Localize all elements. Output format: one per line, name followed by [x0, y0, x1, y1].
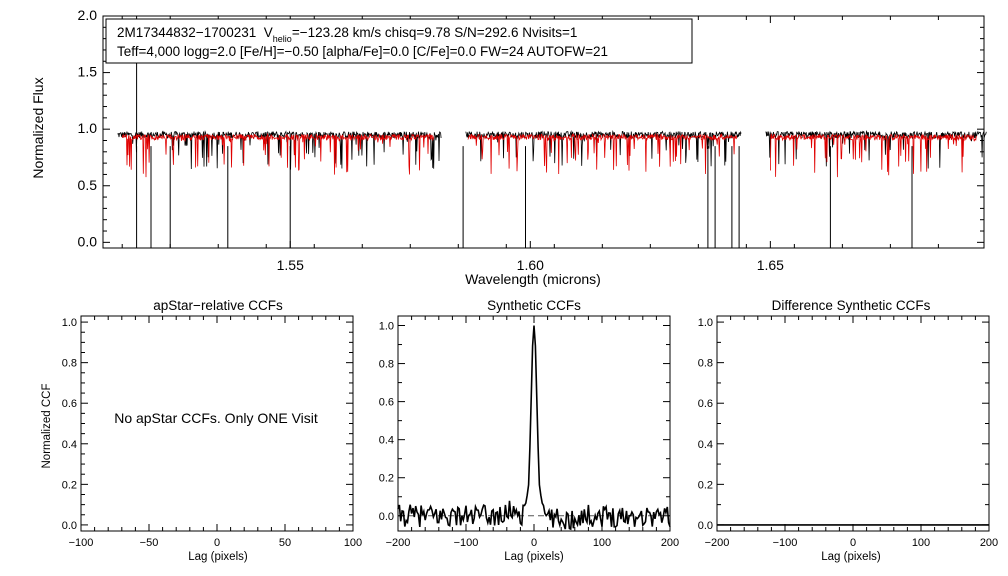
synthetic-plot-frame — [397, 315, 671, 532]
deep-absorption-lines — [136, 16, 913, 248]
annotation-object-name: 2M17344832−1700231 — [117, 25, 256, 40]
spectrum-annotation-box: 2M17344832−1700231 Vhelio=−123.28 km/s c… — [105, 18, 693, 64]
synthetic-ccf-line — [397, 325, 671, 531]
difference-ticks — [716, 316, 990, 531]
synthetic-xtick-label: 100 — [593, 537, 611, 549]
apstar-xtick-label: −100 — [69, 537, 94, 549]
synthetic-ytick-label: 0.0 — [379, 511, 394, 523]
apstar-ytick-label: 0.4 — [62, 439, 77, 451]
difference-xtick-label: −200 — [705, 537, 730, 549]
synthetic-ytick-label: 0.2 — [379, 473, 394, 485]
spectrum-plot-frame — [102, 15, 985, 249]
annotation-vhelio-subscript: helio — [273, 34, 292, 44]
apstar-ytick-label: 1.0 — [62, 317, 77, 329]
apstar-ytick-label: 0.8 — [62, 358, 77, 370]
spectrum-ytick-label: 0.0 — [78, 233, 98, 249]
difference-xtick-label: −100 — [773, 537, 798, 549]
synthetic-ccf-title: Synthetic CCFs — [487, 298, 581, 313]
difference-xlabel: Lag (pixels) — [821, 551, 881, 563]
apstar-ccf-panel: apStar−relative CCFs −100 −50 0 50 100 0… — [41, 298, 362, 563]
synthetic-ytick-label: 0.8 — [379, 359, 394, 371]
difference-ytick-label: 0.0 — [698, 520, 713, 532]
synthetic-xtick-label: −100 — [454, 537, 479, 549]
spectrum-xtick-label: 1.55 — [277, 257, 304, 273]
spectrum-ylabel: Normalized Flux — [30, 77, 46, 178]
synthetic-tick-labels: −200 −100 0 100 200 0.0 0.2 0.4 0.6 0.8 … — [379, 321, 679, 549]
spectrum-ytick-label: 1.5 — [78, 64, 98, 80]
difference-ytick-label: 0.4 — [698, 439, 713, 451]
synthetic-ccf-panel: Synthetic CCFs −200 −100 0 100 200 0.0 0… — [379, 298, 679, 563]
synthetic-ytick-label: 0.4 — [379, 435, 394, 447]
annotation-frame — [105, 18, 693, 64]
annotation-line-2: Teff=4,000 logg=2.0 [Fe/H]=−0.50 [alpha/… — [117, 44, 608, 59]
spectrum-ytick-label: 0.5 — [78, 177, 98, 193]
annotation-line-1: 2M17344832−1700231 Vhelio=−123.28 km/s c… — [117, 25, 577, 44]
apstar-xlabel: Lag (pixels) — [188, 551, 248, 563]
apstar-xtick-label: 100 — [344, 537, 362, 549]
synthetic-ticks — [397, 316, 671, 531]
spectrum-xtick-label: 1.60 — [517, 257, 544, 273]
apstar-ylabel: Normalized CCF — [41, 384, 53, 469]
difference-ccf-title: Difference Synthetic CCFs — [772, 298, 931, 313]
difference-ytick-label: 1.0 — [698, 317, 713, 329]
synthetic-xtick-label: −200 — [386, 537, 411, 549]
spectrum-ytick-label: 1.0 — [78, 120, 98, 136]
model-spectrum-line — [121, 132, 977, 178]
spectrum-panel: 1.55 1.60 1.65 0.0 0.5 1.0 1.5 2.0 Wavel… — [30, 7, 987, 287]
apstar-tick-labels: −100 −50 0 50 100 0.0 0.2 0.4 0.6 0.8 1.… — [62, 317, 362, 549]
spectrum-xtick-label: 1.65 — [757, 257, 784, 273]
spectrum-ytick-label: 2.0 — [78, 7, 98, 23]
synthetic-xtick-label: 0 — [531, 537, 537, 549]
apstar-ytick-label: 0.0 — [62, 520, 77, 532]
difference-xtick-label: 200 — [980, 537, 998, 549]
apstar-ytick-label: 0.6 — [62, 398, 77, 410]
difference-xtick-label: 100 — [912, 537, 930, 549]
difference-plot-frame — [716, 315, 990, 532]
apstar-xtick-label: 50 — [279, 537, 291, 549]
spectrum-lines — [117, 16, 987, 248]
difference-xtick-label: 0 — [850, 537, 856, 549]
synthetic-ytick-label: 0.6 — [379, 397, 394, 409]
difference-ccf-panel: Difference Synthetic CCFs −200 −100 0 10… — [698, 298, 998, 563]
apstar-no-data-message: No apStar CCFs. Only ONE Visit — [114, 410, 318, 426]
difference-tick-labels: −200 −100 0 100 200 0.0 0.2 0.4 0.6 0.8 … — [698, 317, 998, 549]
apstar-ticks — [80, 316, 354, 531]
synthetic-xlabel: Lag (pixels) — [504, 551, 564, 563]
spectrum-tick-labels: 1.55 1.60 1.65 0.0 0.5 1.0 1.5 2.0 — [78, 7, 785, 273]
annotation-stats: =−123.28 km/s chisq=9.78 S/N=292.6 Nvisi… — [292, 25, 578, 40]
annotation-vhelio-symbol: V — [264, 25, 273, 40]
synthetic-xtick-label: 200 — [661, 537, 679, 549]
difference-ytick-label: 0.2 — [698, 479, 713, 491]
apstar-ytick-label: 0.2 — [62, 479, 77, 491]
difference-ytick-label: 0.8 — [698, 358, 713, 370]
difference-ytick-label: 0.6 — [698, 398, 713, 410]
apstar-ccf-title: apStar−relative CCFs — [153, 298, 283, 313]
apstar-xtick-label: −50 — [140, 537, 159, 549]
synthetic-ytick-label: 1.0 — [379, 321, 394, 333]
apstar-xtick-label: 0 — [214, 537, 220, 549]
spectrum-xlabel: Wavelength (microns) — [465, 271, 601, 287]
